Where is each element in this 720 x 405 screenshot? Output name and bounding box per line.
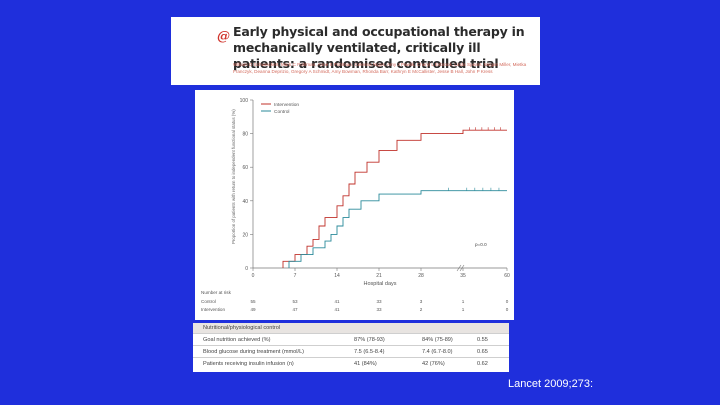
table-cell-p: 0.65 [477, 349, 488, 355]
table-cell-label: Goal nutrition achieved (%) [203, 337, 271, 343]
table-cell-label: Blood glucose during treatment (mmol/L) [203, 349, 305, 355]
risk-table-header: Number at risk [201, 290, 232, 295]
risk-row-label: Control [201, 299, 216, 304]
risk-value: 2 [420, 307, 423, 312]
table-cell-v1: 87% (78-93) [354, 337, 385, 343]
article-title-panel: @ Early physical and occupational therap… [171, 17, 540, 85]
article-authors: William D Schweickert, Mark C Pohlman, A… [233, 62, 527, 74]
risk-value: 41 [334, 299, 340, 304]
risk-value: 3 [420, 299, 423, 304]
x-tick-label: 14 [334, 273, 340, 279]
x-tick-label: 0 [252, 273, 255, 279]
outcome-table-header-label: Nutritional/physiological control [203, 325, 281, 331]
table-cell-v1: 7.5 (6.5-8.4) [354, 349, 385, 355]
y-tick-label: 80 [242, 132, 248, 138]
axis-break-mark [456, 264, 462, 272]
table-cell-p: 0.55 [477, 337, 488, 343]
risk-value: 1 [462, 307, 465, 312]
table-row: Blood glucose during treatment (mmol/L) … [193, 345, 509, 358]
risk-value: 33 [376, 299, 382, 304]
risk-row-label: Intervention [201, 307, 225, 312]
citation: Lancet 2009;273: [508, 378, 594, 390]
table-cell-p: 0.62 [477, 361, 488, 367]
risk-value: 55 [250, 299, 256, 304]
outcome-table-header: Nutritional/physiological control [193, 323, 509, 333]
x-tick-label: 35 [460, 273, 466, 279]
x-tick-label: 7 [294, 273, 297, 279]
risk-value: 41 [334, 307, 340, 312]
table-row: Patients receiving insulin infusion (n) … [193, 357, 509, 370]
table-cell-v2: 7.4 (6.7-8.0) [422, 349, 453, 355]
y-tick-label: 60 [242, 165, 248, 171]
y-tick-label: 40 [242, 199, 248, 205]
table-cell-v1: 41 (84%) [354, 361, 377, 367]
risk-value: 1 [462, 299, 465, 304]
y-axis-label: Proportion of patients with return to in… [231, 109, 236, 244]
risk-value: 0 [506, 299, 509, 304]
risk-value: 53 [292, 299, 298, 304]
x-tick-label: 60 [504, 273, 510, 279]
x-axis-label: Hospital days [363, 281, 396, 287]
outcome-table: Nutritional/physiological control Goal n… [193, 323, 509, 372]
table-row: Goal nutrition achieved (%) 87% (78-93) … [193, 333, 509, 346]
y-tick-label: 0 [245, 266, 248, 272]
risk-value: 49 [250, 307, 256, 312]
legend-label-intervention: Intervention [274, 102, 299, 108]
journal-logo-icon: @ [217, 29, 230, 44]
risk-value: 47 [292, 307, 298, 312]
table-cell-v2: 42 (76%) [422, 361, 445, 367]
curve-intervention [282, 129, 507, 268]
x-tick-label: 28 [418, 273, 424, 279]
y-tick-label: 20 [242, 232, 248, 238]
table-cell-v2: 84% (75-89) [422, 337, 453, 343]
risk-value: 33 [376, 307, 382, 312]
legend-label-control: Control [274, 109, 289, 115]
p-value-annotation: p=0.0 [475, 242, 487, 247]
axis-break-mark [459, 264, 465, 272]
article-title: Early physical and occupational therapy … [233, 24, 525, 71]
risk-value: 0 [506, 307, 509, 312]
y-tick-label: 100 [240, 98, 249, 104]
curve-control [288, 190, 507, 268]
table-cell-label: Patients receiving insulin infusion (n) [203, 361, 294, 367]
km-chart-panel: 0 20 40 60 80 100 0 7 14 21 28 35 60 Hospital days Pro… [195, 90, 514, 320]
x-tick-label: 21 [376, 273, 382, 279]
